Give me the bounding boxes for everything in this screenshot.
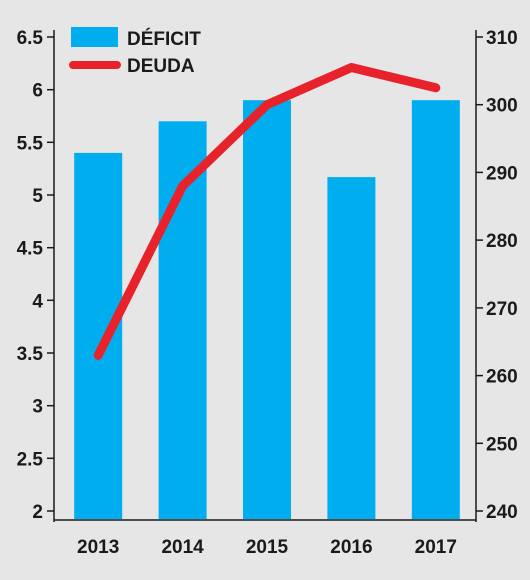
x-axis: 2013 2014 2015 2016 2017 bbox=[54, 519, 476, 558]
x-tick-label-2013: 2013 bbox=[77, 537, 119, 558]
left-tick-label: 5 bbox=[32, 186, 43, 207]
bar-series bbox=[74, 100, 460, 520]
x-tick-label-2015: 2015 bbox=[246, 537, 289, 558]
right-tick-label: 260 bbox=[486, 367, 518, 388]
right-tick-label: 300 bbox=[486, 96, 518, 117]
bar-2015 bbox=[243, 100, 291, 519]
left-tick-label: 2.5 bbox=[17, 449, 44, 470]
left-tick-label: 6 bbox=[32, 81, 43, 102]
left-tick-label: 2 bbox=[32, 502, 43, 523]
right-tick-label: 240 bbox=[486, 502, 518, 523]
right-tick-label: 280 bbox=[486, 231, 518, 252]
x-tick-label-2016: 2016 bbox=[330, 537, 372, 558]
line-point-2015 bbox=[266, 104, 268, 106]
bar-2017 bbox=[411, 100, 460, 519]
left-axis: 2 2.5 3 3.5 4 4.5 5 5.5 6 6.5 bbox=[17, 28, 55, 523]
line-point-2017 bbox=[435, 87, 437, 89]
right-axis: 240 250 260 270 280 290 300 310 bbox=[475, 28, 518, 523]
x-tick-label-2014: 2014 bbox=[161, 537, 204, 558]
right-tick-label: 250 bbox=[486, 434, 518, 455]
bar-2013 bbox=[74, 152, 123, 519]
right-tick-label: 310 bbox=[486, 28, 518, 49]
left-tick-label: 5.5 bbox=[17, 133, 44, 154]
line-point-2013 bbox=[97, 354, 99, 356]
left-tick-label: 4.5 bbox=[17, 239, 44, 260]
legend: DÉFICIT DEUDA bbox=[69, 27, 201, 77]
x-tick-label-2017: 2017 bbox=[415, 537, 457, 558]
left-tick-label: 6.5 bbox=[17, 28, 44, 49]
right-tick-label: 290 bbox=[486, 163, 518, 184]
bar-2016 bbox=[327, 177, 376, 519]
line-series bbox=[93, 63, 441, 360]
left-tick-label: 4 bbox=[32, 291, 43, 312]
left-tick-label: 3.5 bbox=[17, 344, 44, 365]
legend-swatch-deficit bbox=[71, 27, 118, 47]
right-tick-label: 270 bbox=[486, 299, 518, 320]
line-point-2016 bbox=[350, 67, 352, 68]
legend-label-deficit: DÉFICIT bbox=[127, 28, 201, 50]
legend-label-deuda: DEUDA bbox=[127, 56, 195, 77]
left-tick-label: 3 bbox=[32, 397, 43, 418]
line-point-2014 bbox=[182, 185, 184, 187]
